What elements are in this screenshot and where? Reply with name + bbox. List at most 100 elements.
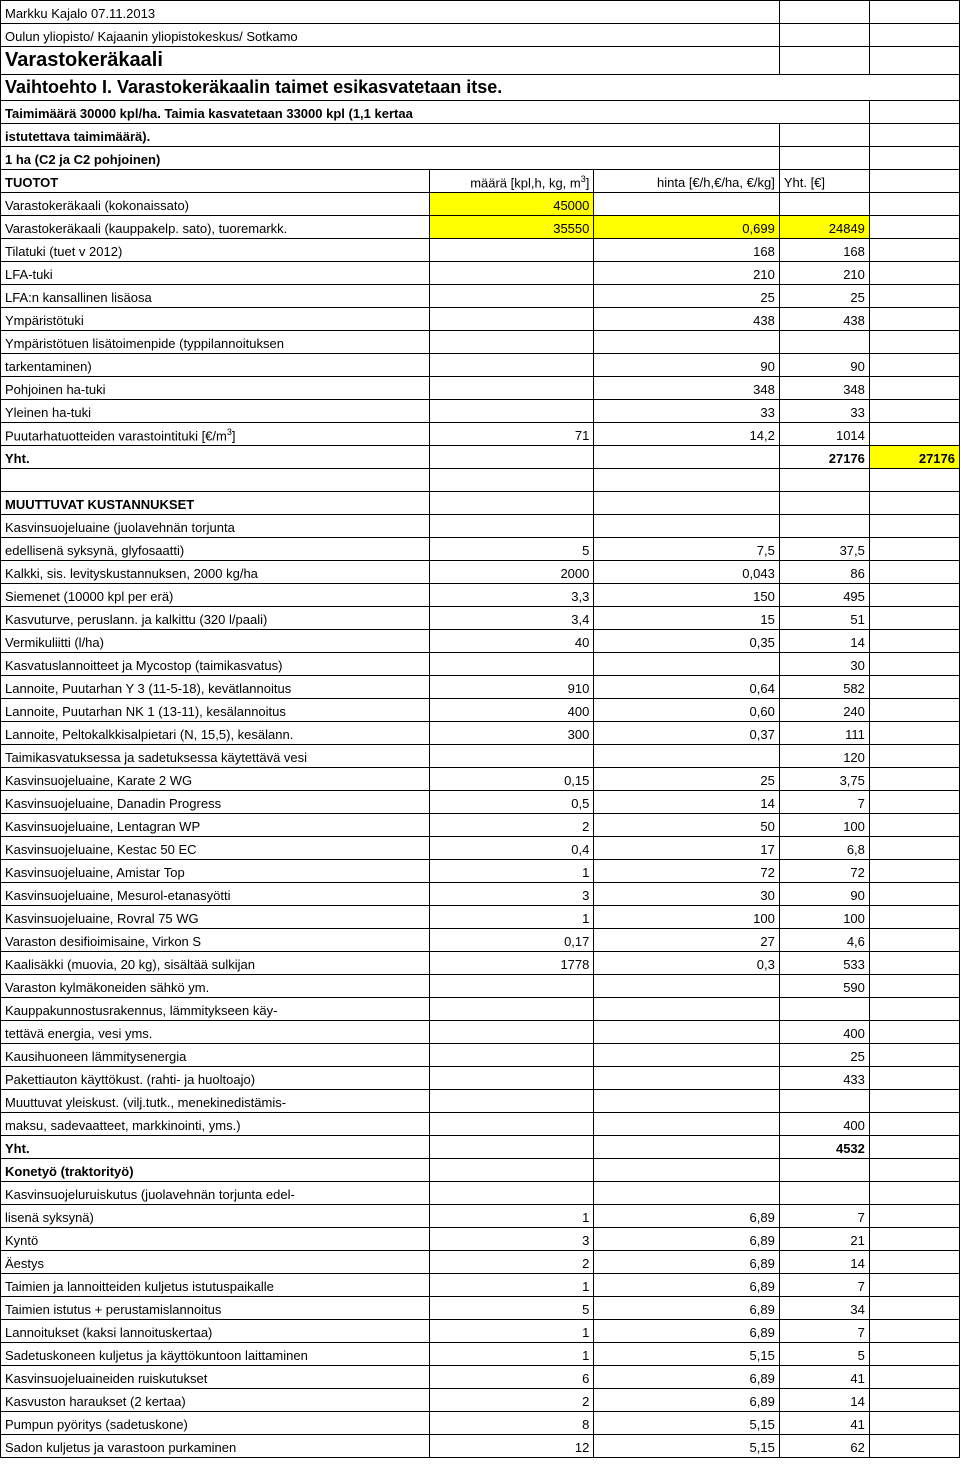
cell [869, 791, 959, 814]
muuttuvat-row-c1 [430, 745, 594, 768]
muuttuvat-row-c2: 0,64 [594, 676, 779, 699]
cell [869, 1320, 959, 1343]
cell [869, 1297, 959, 1320]
cell [869, 354, 959, 377]
muuttuvat-row-label: Kasvinsuojeluaine, Amistar Top [1, 860, 430, 883]
konetyo-row-c2: 6,89 [594, 1228, 779, 1251]
tuotot-row-label: Ympäristötuen lisätoimenpide (typpilanno… [1, 331, 430, 354]
tuotot-row-c2: 0,699 [594, 216, 779, 239]
cell [869, 239, 959, 262]
muuttuvat-row-label: Kalkki, sis. levityskustannuksen, 2000 k… [1, 561, 430, 584]
cell [594, 492, 779, 515]
konetyo-row-c2: 6,89 [594, 1366, 779, 1389]
cell [869, 1021, 959, 1044]
cell [430, 1159, 594, 1182]
konetyo-row-label: Pumpun pyöritys (sadetuskone) [1, 1412, 430, 1435]
muuttuvat-row-c2: 150 [594, 584, 779, 607]
blank [1, 469, 430, 492]
tuotot-row-c3: 210 [779, 262, 869, 285]
muuttuvat-row-c2: 50 [594, 814, 779, 837]
muuttuvat-row-label: Kasvatuslannoitteet ja Mycostop (taimika… [1, 653, 430, 676]
konetyo-row-c3: 7 [779, 1205, 869, 1228]
cell [869, 952, 959, 975]
konetyo-row-c1: 1 [430, 1320, 594, 1343]
konetyo-row-c3: 14 [779, 1389, 869, 1412]
muuttuvat-row-c3: 6,8 [779, 837, 869, 860]
muuttuvat-row-c2 [594, 1021, 779, 1044]
cell [594, 469, 779, 492]
muuttuvat-row-c2: 14 [594, 791, 779, 814]
cell [430, 469, 594, 492]
cell [869, 653, 959, 676]
konetyo-row-c1: 1 [430, 1205, 594, 1228]
cell [869, 1205, 959, 1228]
konetyo-row-c1: 5 [430, 1297, 594, 1320]
tuotot-row-c2: 25 [594, 285, 779, 308]
muuttuvat-row-c3 [779, 1090, 869, 1113]
konetyo-row-c3: 5 [779, 1343, 869, 1366]
cell [869, 1044, 959, 1067]
konetyo-row-c3: 34 [779, 1297, 869, 1320]
cell [869, 377, 959, 400]
tuotot-row-label: Tilatuki (tuet v 2012) [1, 239, 430, 262]
muuttuvat-row-c2 [594, 1113, 779, 1136]
muuttuvat-row-label: Lannoite, Puutarhan Y 3 (11-5-18), kevät… [1, 676, 430, 699]
tuotot-row-c3: 24849 [779, 216, 869, 239]
cell [869, 1113, 959, 1136]
muuttuvat-row-c2: 72 [594, 860, 779, 883]
muuttuvat-row-c3: 90 [779, 883, 869, 906]
muuttuvat-row-label: Kasvinsuojeluaine, Karate 2 WG [1, 768, 430, 791]
muuttuvat-row-label: Lannoite, Peltokalkkisalpietari (N, 15,5… [1, 722, 430, 745]
cell [869, 699, 959, 722]
tuotot-row-label: LFA:n kansallinen lisäosa [1, 285, 430, 308]
muuttuvat-row-c3: 25 [779, 1044, 869, 1067]
tuotot-row-c2: 90 [594, 354, 779, 377]
muuttuvat-row-c1 [430, 653, 594, 676]
tuotot-row-c1: 45000 [430, 193, 594, 216]
tuotot-row-label: Varastokeräkaali (kokonaissato) [1, 193, 430, 216]
muuttuvat-row-c2: 0,043 [594, 561, 779, 584]
cell [779, 1159, 869, 1182]
konetyo-row-label: Taimien ja lannoitteiden kuljetus istutu… [1, 1274, 430, 1297]
cell [869, 929, 959, 952]
cell [869, 1435, 959, 1458]
tuotot-row-c3 [779, 193, 869, 216]
muuttuvat-row-c1 [430, 1067, 594, 1090]
konetyo-row-label: lisenä syksynä) [1, 1205, 430, 1228]
konetyo-row-c1: 8 [430, 1412, 594, 1435]
muuttuvat-row-c3: 100 [779, 906, 869, 929]
muuttuvat-row-c1: 3,3 [430, 584, 594, 607]
muuttuvat-row-c2: 17 [594, 837, 779, 860]
subtitle-2: istutettava taimimäärä). [1, 124, 780, 147]
tuotot-total-c3: 27176 [779, 446, 869, 469]
tuotot-row-c2: 33 [594, 400, 779, 423]
muuttuvat-row-c2: 27 [594, 929, 779, 952]
muuttuvat-row-c1: 1 [430, 860, 594, 883]
cell [779, 124, 869, 147]
konetyo-row-c3: 21 [779, 1228, 869, 1251]
cell [869, 1412, 959, 1435]
cell [779, 47, 869, 75]
konetyo-row-c2: 6,89 [594, 1389, 779, 1412]
konetyo-row-c2: 6,89 [594, 1274, 779, 1297]
cell [594, 1159, 779, 1182]
muuttuvat-row-label: Kasvinsuojeluaine, Danadin Progress [1, 791, 430, 814]
cell [869, 331, 959, 354]
cell [594, 515, 779, 538]
cell [869, 814, 959, 837]
konetyo-row-c3: 62 [779, 1435, 869, 1458]
muuttuvat-row-c2 [594, 998, 779, 1021]
muuttuvat-row-c2: 0,3 [594, 952, 779, 975]
muuttuvat-row-c1 [430, 1021, 594, 1044]
muuttuvat-row-c1: 0,17 [430, 929, 594, 952]
muuttuvat-row-c3: 72 [779, 860, 869, 883]
cell [869, 124, 959, 147]
muuttuvat-row-c2: 25 [594, 768, 779, 791]
muuttuvat-row-c1 [430, 1113, 594, 1136]
cell [869, 998, 959, 1021]
muuttuvat-row-c2: 0,35 [594, 630, 779, 653]
muuttuvat-row-c1: 2000 [430, 561, 594, 584]
tuotot-row-c1 [430, 331, 594, 354]
cell [869, 837, 959, 860]
muuttuvat-row-c1: 40 [430, 630, 594, 653]
